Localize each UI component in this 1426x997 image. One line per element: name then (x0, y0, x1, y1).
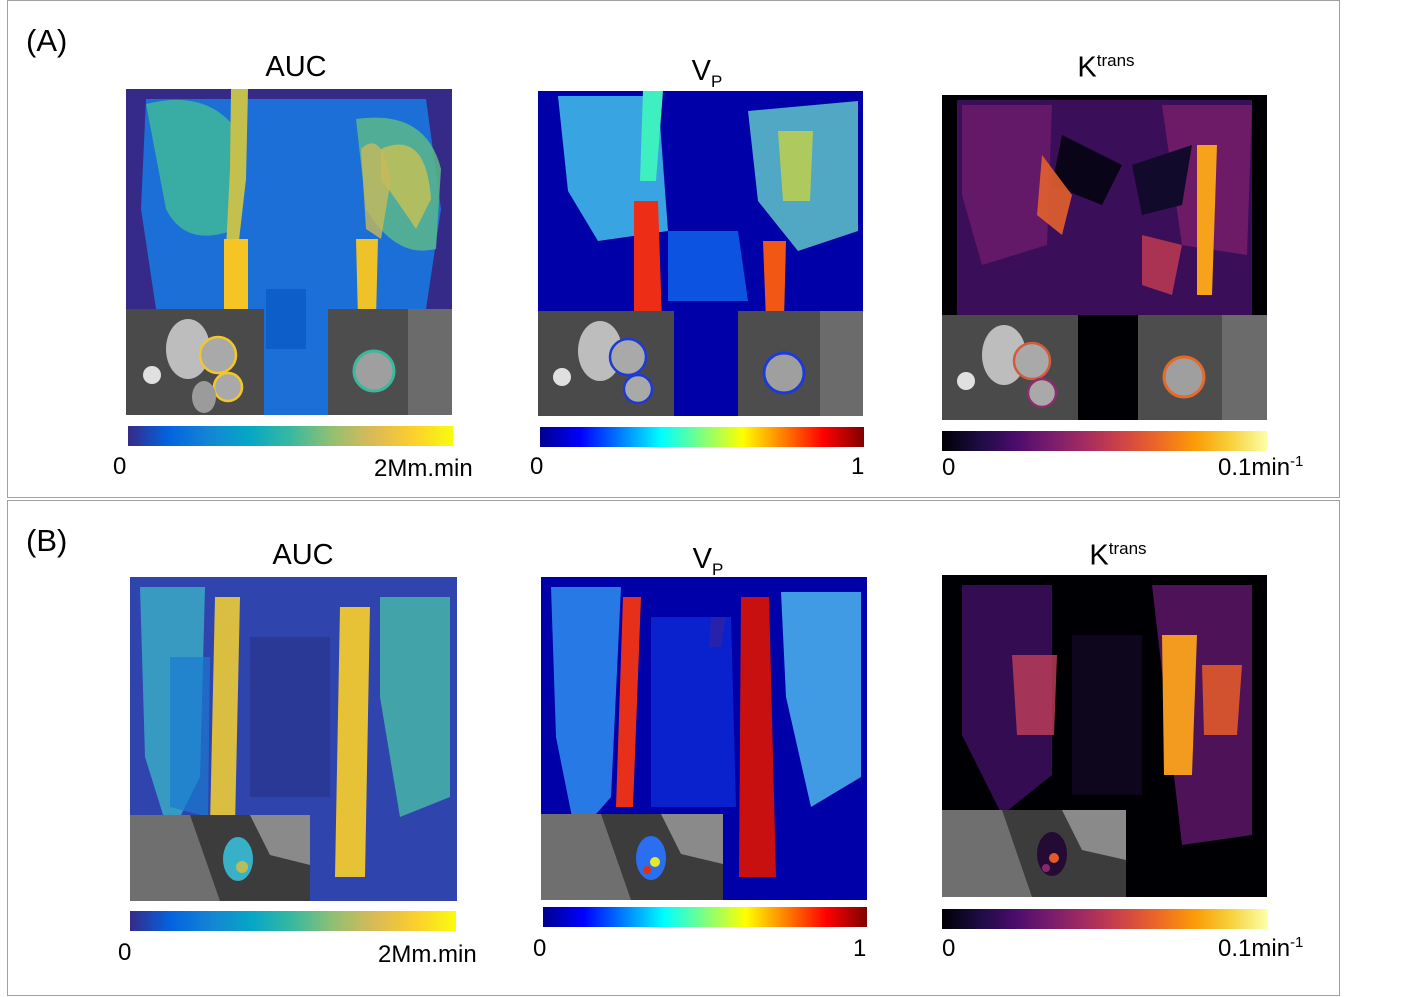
vp-inset-left (538, 311, 674, 416)
auc-cbar-max: 2Mm.min (374, 455, 473, 482)
vp-cbar-min: 0 (533, 935, 547, 962)
ktrans-cbar-min: 0 (942, 935, 956, 962)
auc-colorbar (130, 911, 456, 931)
vp-colorbar (540, 427, 864, 447)
ktrans-cbar-max: 0.1min-1 (1218, 934, 1304, 962)
ktrans-cbar-min: 0 (942, 454, 956, 481)
panel-a: (A) AUC VP Ktrans (7, 0, 1340, 498)
ktrans-colorbar (942, 909, 1267, 929)
ktrans-colorbar (942, 431, 1267, 451)
ktrans-cbar-max: 0.1min-1 (1218, 453, 1304, 481)
vp-map (538, 91, 863, 416)
panel-label: (A) (26, 23, 68, 58)
auc-cbar-max: 2Mm.min (378, 941, 477, 968)
auc-cbar-min: 0 (113, 453, 127, 480)
auc-title: AUC (265, 51, 327, 83)
vp-inset-right (738, 311, 863, 416)
auc-title: AUC (272, 539, 334, 571)
panel-label: (B) (26, 523, 68, 558)
vp-colorbar (543, 907, 867, 927)
ktrans-title: Ktrans (1089, 539, 1147, 572)
auc-inset-left (126, 309, 264, 415)
auc-map (130, 577, 457, 901)
ktrans-inset-right (1138, 315, 1267, 420)
auc-colorbar (128, 426, 453, 446)
ktrans-map (942, 575, 1267, 897)
vp-inset (541, 814, 723, 900)
auc-inset (130, 815, 310, 901)
ktrans-inset (942, 810, 1126, 897)
vp-title: VP (691, 55, 723, 91)
ktrans-inset-left (942, 315, 1078, 420)
ktrans-title: Ktrans (1077, 51, 1135, 84)
vp-map (541, 577, 867, 900)
vp-cbar-max: 1 (853, 935, 867, 962)
vp-cbar-min: 0 (530, 453, 544, 480)
auc-map (126, 89, 452, 415)
auc-inset-right (328, 309, 452, 415)
vp-cbar-max: 1 (851, 453, 865, 480)
vp-title: VP (692, 543, 724, 579)
panel-b: (B) AUC VP Ktrans (7, 500, 1340, 996)
ktrans-map (942, 95, 1267, 420)
auc-cbar-min: 0 (118, 939, 132, 966)
